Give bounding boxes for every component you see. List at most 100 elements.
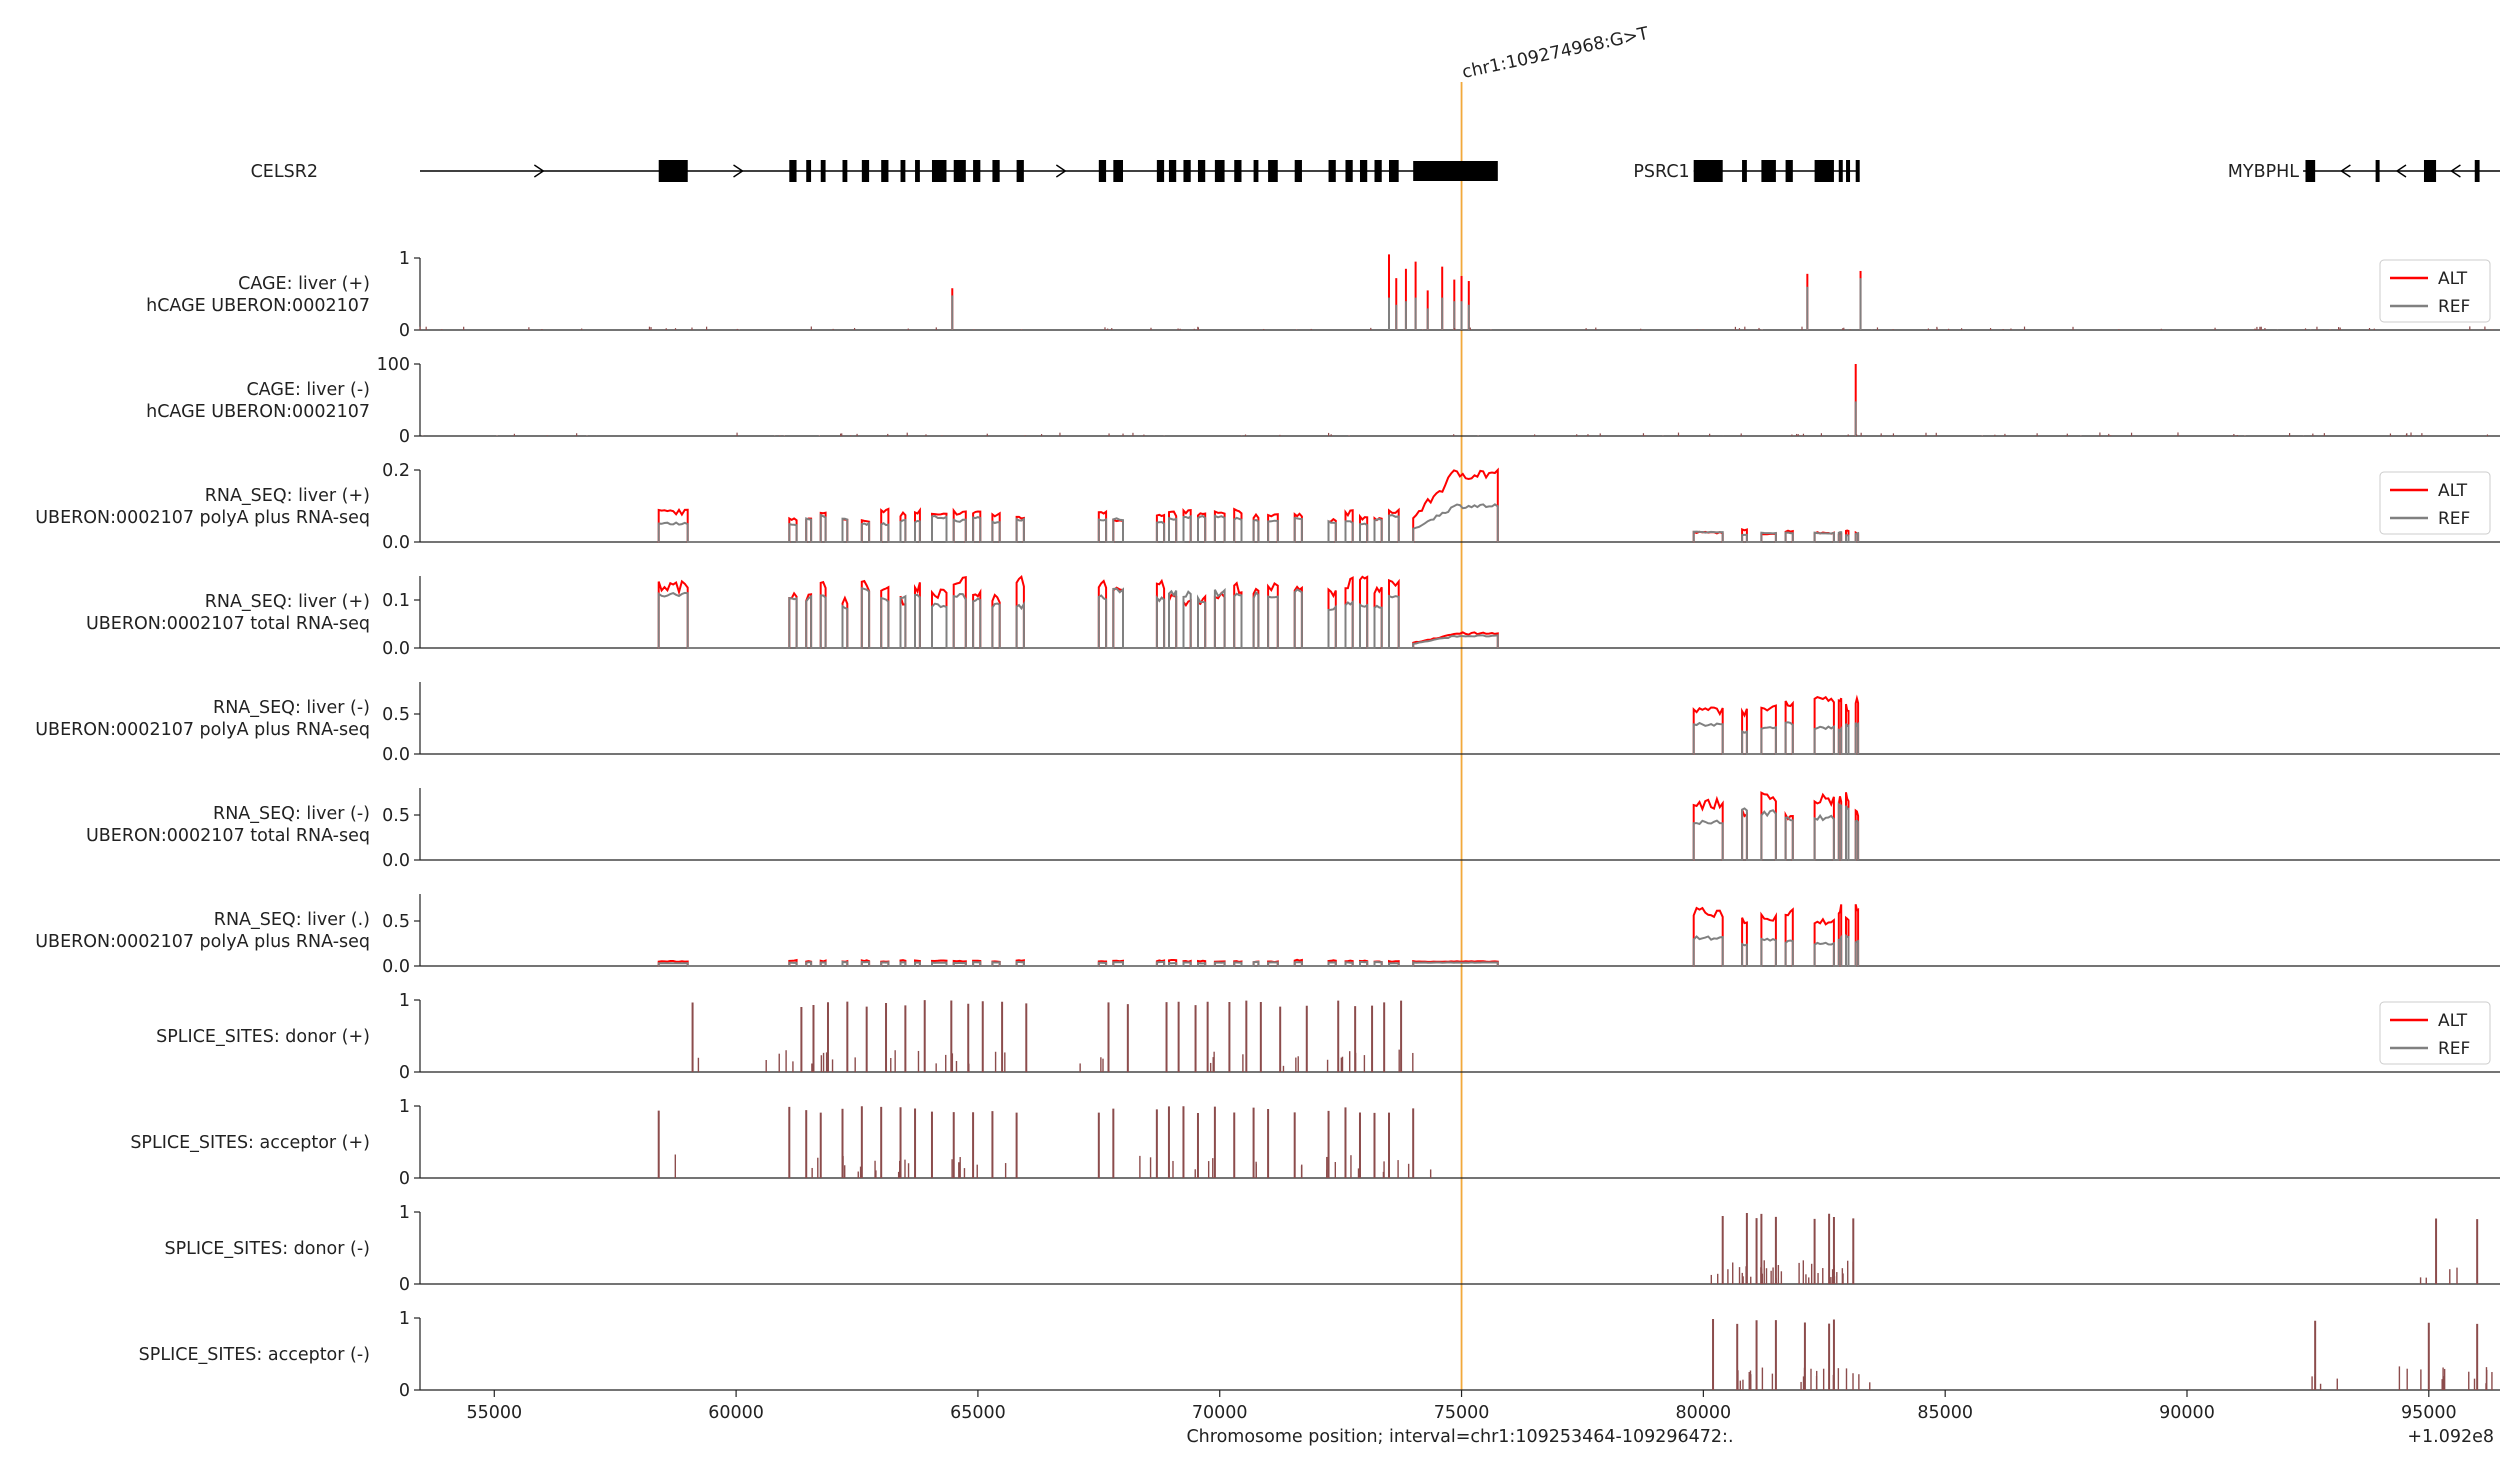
track-label-line: SPLICE_SITES: acceptor (+) (130, 1133, 370, 1153)
track-label-line: UBERON:0002107 polyA plus RNA-seq (35, 720, 370, 740)
gene-label: PSRC1 (1633, 162, 1689, 182)
gene-exon (2305, 160, 2316, 182)
gene-exon (992, 160, 1000, 182)
gene-exon (1374, 160, 1382, 182)
legend-box (2379, 1001, 2491, 1065)
gene-exon (881, 160, 889, 182)
x-tick-label: 65000 (950, 1403, 1006, 1423)
track-8: SPLICE_SITES: donor (+) 0 1 ALT REF (156, 991, 2500, 1083)
y-tick-label: 0 (399, 1275, 410, 1295)
strand-arrow (2450, 164, 2461, 178)
legend-label-alt: ALT (2438, 481, 2468, 501)
legend-label-alt: ALT (2438, 269, 2468, 289)
gene-exon (1389, 160, 1399, 182)
x-tick-label: 95000 (2401, 1403, 2457, 1423)
y-tick-label: 0.0 (382, 533, 410, 553)
gene-exon (1294, 160, 1302, 182)
strand-arrow (1055, 164, 1067, 178)
track-3: RNA_SEQ: liver (+)UBERON:0002107 polyA p… (35, 461, 2500, 553)
gene-exon (1814, 160, 1834, 182)
legend-label-ref: REF (2438, 1039, 2470, 1059)
y-tick-label: 0.0 (382, 957, 410, 977)
gene-psrc1: PSRC1 (1633, 160, 1860, 182)
legend: ALT REF (2379, 471, 2491, 535)
legend-box (2379, 259, 2491, 323)
gene-exon (1183, 160, 1191, 182)
gene-mybphl: MYBPHL (2228, 160, 2500, 182)
ref-coverage (657, 960, 1499, 967)
y-tick-label: 0.2 (382, 461, 410, 481)
track-2: CAGE: liver (-)hCAGE UBERON:0002107 0 100 (146, 355, 2500, 447)
track-label-line: CAGE: liver (-) (246, 380, 370, 400)
gene-exon (900, 160, 906, 182)
track-4: RNA_SEQ: liver (+)UBERON:0002107 total R… (86, 574, 2500, 659)
gene-exon (1742, 160, 1747, 182)
x-tick-label: 90000 (2159, 1403, 2215, 1423)
y-tick-label: 1 (399, 1203, 410, 1223)
gene-exon (1098, 160, 1107, 182)
track-label-line: UBERON:0002107 polyA plus RNA-seq (35, 932, 370, 952)
variant-label: chr1:109274968:G>T (1460, 24, 1650, 83)
x-tick-label: 85000 (1917, 1403, 1973, 1423)
gene-exon (1234, 160, 1242, 182)
legend: ALT REF (2379, 1001, 2491, 1065)
gene-annotation-track: CELSR2 PSRC1 MYBPHL (251, 160, 2500, 182)
gene-exon (1168, 160, 1177, 182)
track-label-line: RNA_SEQ: liver (+) (205, 486, 370, 506)
strand-arrow (2395, 164, 2407, 178)
ref-coverage (1692, 530, 1860, 543)
y-tick-label: 1 (399, 991, 410, 1011)
track-6: RNA_SEQ: liver (-)UBERON:0002107 total R… (86, 788, 2500, 871)
y-tick-label: 0 (399, 427, 410, 447)
gene-exon (861, 160, 870, 182)
alt-coverage (657, 467, 1499, 543)
legend-box (2379, 471, 2491, 535)
x-axis: Chromosome position; interval=chr1:10925… (466, 1390, 2494, 1447)
track-label-line: CAGE: liver (+) (238, 274, 370, 294)
ref-coverage (1692, 721, 1860, 755)
gene-exon (1268, 160, 1278, 182)
gene-exon (1328, 160, 1336, 182)
legend: ALT REF (2379, 259, 2491, 323)
gene-exon (658, 160, 688, 182)
x-tick-label: 55000 (466, 1403, 522, 1423)
y-tick-label: 0 (399, 1169, 410, 1189)
gene-exon (915, 160, 920, 182)
alt-coverage (657, 574, 1499, 649)
gene-exon (1253, 160, 1259, 182)
y-tick-label: 1 (399, 1309, 410, 1329)
x-axis-label: Chromosome position; interval=chr1:10925… (1186, 1427, 1733, 1447)
legend-label-alt: ALT (2438, 1011, 2468, 1031)
y-tick-label: 0 (399, 1381, 410, 1401)
gene-exon (806, 160, 812, 182)
gene-exon (1197, 160, 1206, 182)
gene-label: MYBPHL (2228, 162, 2300, 182)
gene-exon (1693, 160, 1723, 182)
gene-exon (789, 160, 797, 182)
strand-arrow (2340, 164, 2351, 178)
gene-exon (1214, 160, 1225, 182)
legend-label-ref: REF (2438, 297, 2470, 317)
gene-exon (1838, 160, 1843, 182)
track-label-line: UBERON:0002107 total RNA-seq (86, 614, 370, 634)
gene-exon (1785, 160, 1793, 182)
gene-exon (1855, 160, 1860, 182)
y-tick-label: 0.0 (382, 745, 410, 765)
y-tick-label: 0.0 (382, 639, 410, 659)
track-label-line: SPLICE_SITES: donor (-) (164, 1239, 370, 1259)
gene-exon (1413, 161, 1498, 181)
track-9: SPLICE_SITES: acceptor (+) 0 1 (130, 1097, 2500, 1189)
y-tick-label: 0 (399, 1063, 410, 1083)
legend-label-ref: REF (2438, 509, 2470, 529)
gene-exon (973, 160, 981, 182)
gene-exon (1113, 160, 1124, 182)
y-tick-label: 0.5 (382, 912, 410, 932)
ref-coverage (657, 503, 1499, 543)
ref-coverage (1692, 801, 1860, 861)
y-tick-label: 0.5 (382, 806, 410, 826)
gene-exon (2375, 160, 2380, 182)
gene-exon (953, 160, 966, 182)
gene-celsr2: CELSR2 (251, 160, 1498, 182)
strand-arrow (533, 164, 545, 178)
